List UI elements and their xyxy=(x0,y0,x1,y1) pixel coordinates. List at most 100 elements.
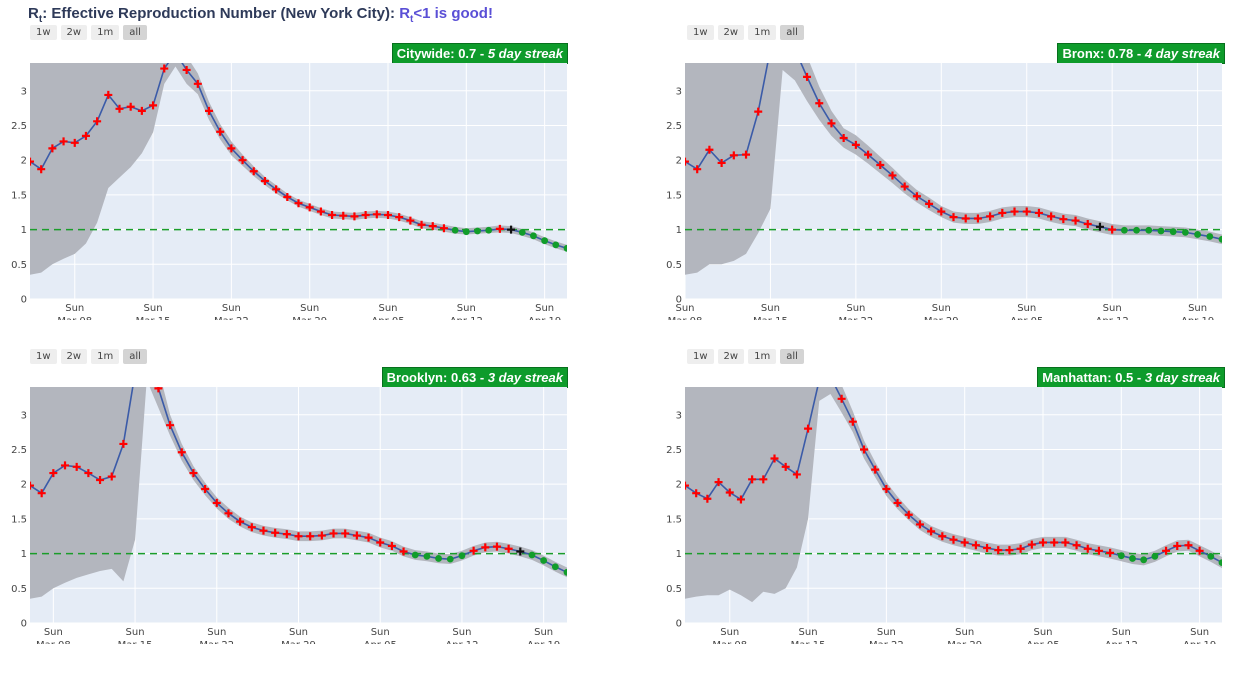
data-point-above-one[interactable] xyxy=(469,546,478,555)
data-point-above-one[interactable] xyxy=(271,528,280,537)
data-point-below-one[interactable] xyxy=(1207,552,1215,560)
data-point-above-one[interactable] xyxy=(736,495,745,504)
data-point-above-one[interactable] xyxy=(826,373,834,381)
range-1w-button[interactable]: 1w xyxy=(30,25,57,40)
data-point-above-one[interactable] xyxy=(177,448,186,457)
data-point-above-one[interactable] xyxy=(681,157,689,166)
data-point-above-one[interactable] xyxy=(26,157,34,166)
data-point-below-one[interactable] xyxy=(462,228,470,236)
data-point-below-one[interactable] xyxy=(1133,226,1140,234)
data-point-above-one[interactable] xyxy=(81,131,90,140)
range-1w-button[interactable]: 1w xyxy=(30,349,57,364)
data-point-above-one[interactable] xyxy=(864,150,873,159)
data-point-highlight[interactable] xyxy=(507,225,516,234)
data-point-below-one[interactable] xyxy=(1218,559,1226,567)
data-point-above-one[interactable] xyxy=(104,90,113,99)
data-point-above-one[interactable] xyxy=(387,541,396,550)
data-point-above-one[interactable] xyxy=(227,144,236,153)
data-point-above-one[interactable] xyxy=(328,211,337,220)
data-point-above-one[interactable] xyxy=(815,376,823,384)
data-point-below-one[interactable] xyxy=(1157,227,1165,235)
data-point-above-one[interactable] xyxy=(1083,544,1092,553)
data-point-above-one[interactable] xyxy=(759,475,768,484)
data-point-above-one[interactable] xyxy=(137,106,146,115)
data-point-above-one[interactable] xyxy=(189,469,198,478)
data-point-above-one[interactable] xyxy=(96,476,105,485)
data-point-above-one[interactable] xyxy=(305,203,314,212)
rt-chart[interactable]: 0 0.5 1 1.5 2 2.5 3 Sun Mar 08 Sun Mar 15 Sun Mar 22… xyxy=(0,324,580,644)
rt-chart[interactable]: 0 0.5 1 1.5 2 2.5 3 Sun Mar 08 Sun Mar 15 Sun Mar 22… xyxy=(655,324,1235,644)
data-point-above-one[interactable] xyxy=(904,510,913,519)
data-point-below-one[interactable] xyxy=(446,555,454,563)
data-point-above-one[interactable] xyxy=(212,498,221,507)
data-point-above-one[interactable] xyxy=(428,222,437,231)
data-point-above-one[interactable] xyxy=(827,119,836,128)
data-point-below-one[interactable] xyxy=(435,555,442,562)
data-point-above-one[interactable] xyxy=(703,494,712,503)
data-point-above-one[interactable] xyxy=(1072,541,1081,550)
range-2w-button[interactable]: 2w xyxy=(60,25,88,40)
data-point-above-one[interactable] xyxy=(149,101,158,110)
data-point-below-one[interactable] xyxy=(1151,552,1159,560)
data-point-above-one[interactable] xyxy=(1094,546,1103,555)
data-point-above-one[interactable] xyxy=(201,485,210,494)
data-point-above-one[interactable] xyxy=(376,538,385,547)
data-point-below-one[interactable] xyxy=(474,227,481,235)
data-point-above-one[interactable] xyxy=(406,216,415,225)
data-point-above-one[interactable] xyxy=(837,394,846,403)
data-point-below-one[interactable] xyxy=(1140,556,1148,564)
data-point-above-one[interactable] xyxy=(361,211,370,220)
data-point-above-one[interactable] xyxy=(766,45,774,53)
range-1m-button[interactable]: 1m xyxy=(748,349,777,364)
data-point-above-one[interactable] xyxy=(249,167,258,176)
data-point-below-one[interactable] xyxy=(563,568,571,576)
data-point-above-one[interactable] xyxy=(1061,538,1070,547)
data-point-above-one[interactable] xyxy=(171,49,179,57)
data-point-above-one[interactable] xyxy=(961,214,970,223)
data-point-below-one[interactable] xyxy=(1206,233,1214,240)
data-point-below-one[interactable] xyxy=(1218,235,1226,243)
data-point-above-one[interactable] xyxy=(1022,207,1031,216)
data-point-above-one[interactable] xyxy=(160,64,169,73)
data-point-above-one[interactable] xyxy=(224,509,233,518)
data-point-below-one[interactable] xyxy=(1117,552,1125,560)
data-point-above-one[interactable] xyxy=(779,24,787,32)
data-point-above-one[interactable] xyxy=(48,144,57,153)
data-point-above-one[interactable] xyxy=(1083,220,1092,229)
data-point-above-one[interactable] xyxy=(1039,538,1047,547)
data-point-above-one[interactable] xyxy=(1059,215,1068,224)
data-point-above-one[interactable] xyxy=(399,547,408,556)
data-point-above-one[interactable] xyxy=(1034,208,1043,217)
data-point-above-one[interactable] xyxy=(949,535,958,544)
range-1w-button[interactable]: 1w xyxy=(687,349,714,364)
data-point-above-one[interactable] xyxy=(126,102,135,111)
data-point-above-one[interactable] xyxy=(882,485,891,494)
data-point-above-one[interactable] xyxy=(166,421,175,430)
data-point-below-one[interactable] xyxy=(540,557,548,564)
data-point-above-one[interactable] xyxy=(247,523,256,532)
data-point-below-one[interactable] xyxy=(1181,228,1189,236)
data-point-above-one[interactable] xyxy=(1050,538,1059,547)
data-point-above-one[interactable] xyxy=(693,165,702,174)
data-point-above-one[interactable] xyxy=(339,211,348,220)
range-1m-button[interactable]: 1m xyxy=(91,349,120,364)
data-point-below-one[interactable] xyxy=(518,228,526,236)
data-point-above-one[interactable] xyxy=(294,532,303,541)
range-1m-button[interactable]: 1m xyxy=(91,25,120,40)
data-point-above-one[interactable] xyxy=(900,182,909,191)
data-point-above-one[interactable] xyxy=(1016,544,1025,553)
data-point-above-one[interactable] xyxy=(876,161,885,170)
data-point-above-one[interactable] xyxy=(384,211,392,220)
data-point-above-one[interactable] xyxy=(871,465,880,474)
data-point-below-one[interactable] xyxy=(541,237,549,245)
data-point-above-one[interactable] xyxy=(792,470,801,479)
data-point-above-one[interactable] xyxy=(949,213,958,222)
data-point-below-one[interactable] xyxy=(1120,226,1128,234)
data-point-above-one[interactable] xyxy=(681,481,689,490)
range-1m-button[interactable]: 1m xyxy=(748,25,777,40)
data-point-above-one[interactable] xyxy=(973,214,982,223)
data-point-above-one[interactable] xyxy=(791,45,799,53)
data-point-above-one[interactable] xyxy=(848,417,857,426)
data-point-above-one[interactable] xyxy=(1173,541,1182,550)
data-point-above-one[interactable] xyxy=(994,546,1003,555)
